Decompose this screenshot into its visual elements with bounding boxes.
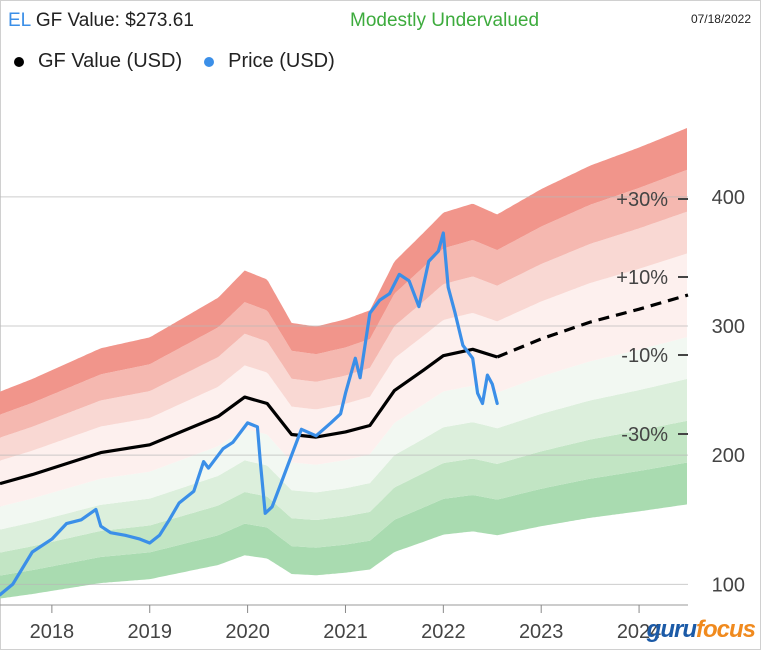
- valuation-band: [0, 211, 687, 461]
- price-line: [0, 231, 499, 597]
- legend-item-gf-value[interactable]: GF Value (USD): [14, 50, 182, 73]
- band-label: -30%: [621, 424, 668, 446]
- valuation-band: [0, 169, 687, 438]
- ticker-symbol[interactable]: EL: [8, 10, 31, 31]
- gf-value-label: GF Value: $273.61: [35, 10, 194, 31]
- valuation-status: Modestly Undervalued: [350, 10, 540, 31]
- valuation-band: [0, 378, 687, 553]
- x-tick-label: 2019: [127, 621, 172, 643]
- legend-label-price: Price (USD): [228, 50, 335, 72]
- as-of-date: 07/18/2022: [690, 12, 751, 26]
- chart-header: EL GF Value: $273.61: [8, 10, 194, 32]
- legend-item-price[interactable]: Price (USD): [204, 50, 335, 73]
- valuation-band: [0, 253, 687, 507]
- x-tick-label: 2020: [225, 621, 270, 643]
- legend-label-gf-value: GF Value (USD): [38, 50, 183, 72]
- x-tick-label: 2022: [421, 621, 466, 643]
- band-label: -10%: [621, 345, 668, 367]
- valuation-band: [0, 128, 687, 415]
- gf-value-line: [0, 347, 498, 486]
- x-tick-label: 2018: [30, 621, 75, 643]
- x-tick-label: 2023: [519, 621, 564, 643]
- x-tick-label: 2021: [323, 621, 368, 643]
- valuation-band: [0, 420, 687, 576]
- gf-value-forecast-line: [496, 293, 689, 359]
- y-tick-label: 400: [712, 187, 745, 209]
- band-label: +30%: [616, 189, 668, 211]
- y-tick-label: 100: [712, 574, 745, 596]
- band-label: +10%: [616, 267, 668, 289]
- y-tick-label: 200: [712, 445, 745, 467]
- legend: GF Value (USD) Price (USD): [14, 50, 357, 73]
- price-dot-icon: [204, 56, 215, 67]
- y-tick-label: 300: [712, 316, 745, 338]
- valuation-band: [0, 462, 687, 599]
- gf-value-dot-icon: [14, 56, 24, 67]
- valuation-band: [0, 337, 687, 530]
- gurufocus-logo: gurufocus: [646, 616, 756, 643]
- x-tick-label: 2024: [617, 621, 662, 643]
